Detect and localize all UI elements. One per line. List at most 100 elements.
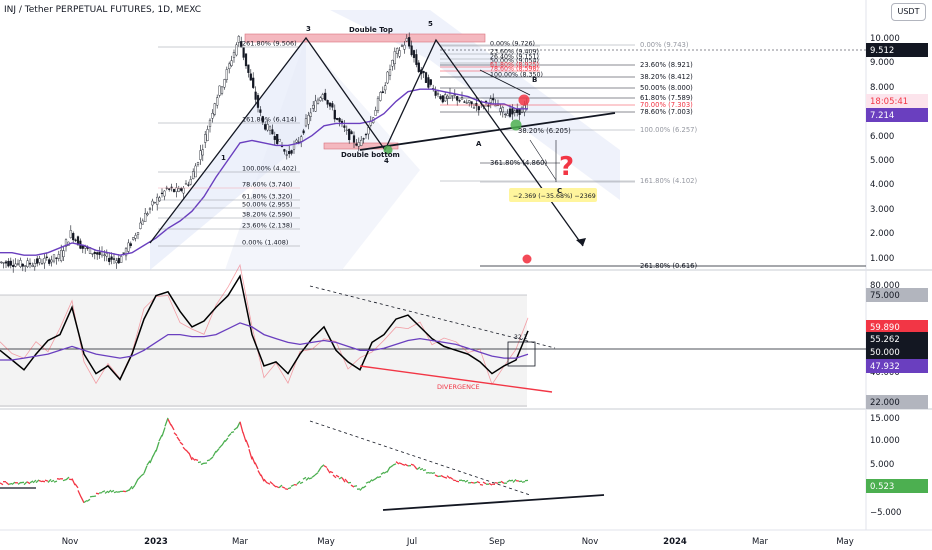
osc-segment [194, 458, 199, 462]
fib-right-label: 100.00% (6.257) [640, 126, 698, 134]
time-label: Jul [406, 537, 417, 547]
dashed-level-tag: 9.512 [870, 46, 894, 56]
candle-body [136, 232, 140, 235]
currency-selector[interactable]: USDT [891, 3, 926, 21]
fib-right-label: 261.80% (0.616) [640, 262, 698, 270]
wave-label-4: 4 [384, 157, 389, 165]
osc-segment [137, 475, 142, 480]
rsi-value-tag-bg [866, 320, 928, 334]
osc-segment [23, 481, 28, 486]
candle-body [417, 62, 420, 73]
candle-body [36, 258, 39, 264]
osc-segment [125, 489, 130, 493]
candle-body [52, 254, 56, 262]
osc-segment [371, 478, 376, 482]
candle-body [235, 44, 238, 56]
candle-body [441, 95, 444, 103]
candle-body [7, 260, 10, 267]
osc-segment [464, 479, 469, 483]
osc-value-tag-bg [866, 479, 928, 493]
osc-value-tag: 0.523 [870, 482, 894, 492]
candle-body [158, 197, 161, 202]
osc-segment [110, 489, 115, 493]
candle-body [156, 196, 159, 205]
candle-body [91, 253, 94, 255]
osc-segment [239, 421, 244, 434]
rsi-lower-tag-bg [866, 395, 928, 409]
candle-body [302, 130, 305, 134]
candle-body [316, 99, 320, 104]
bull-channel-fill [150, 38, 306, 270]
candle-body [160, 192, 164, 195]
osc-segment [167, 418, 172, 426]
osc-segment [410, 463, 415, 466]
osc-segment [140, 473, 145, 477]
osc-segment [134, 478, 139, 486]
osc-segment [83, 499, 88, 504]
question-mark: ? [559, 152, 574, 182]
candle-body [360, 139, 363, 146]
candle-body [110, 256, 113, 260]
osc-tick: 5.000 [870, 460, 894, 470]
osc-segment [398, 462, 403, 465]
candle-body [362, 138, 365, 140]
osc-segment [512, 478, 517, 483]
candle-body [312, 104, 315, 109]
channel-fills [0, 10, 620, 407]
osc-segment [149, 455, 154, 464]
candle-body [331, 103, 334, 108]
osc-segment [188, 452, 193, 461]
candle-body [19, 260, 22, 267]
osc-segment [179, 441, 184, 446]
time-label: 2024 [663, 537, 687, 547]
osc-segment [395, 461, 400, 465]
rsi-value-tag: 47.932 [870, 362, 900, 372]
candle-body [38, 258, 41, 263]
candle-body [105, 253, 108, 257]
osc-segment [74, 483, 79, 489]
osc-tick: 15.000 [870, 414, 900, 424]
osc-segment [89, 495, 94, 498]
time-label: Nov [582, 537, 599, 547]
osc-segment [176, 436, 181, 442]
candle-body [278, 138, 281, 142]
osc-support-line [382, 494, 605, 511]
candle-body [192, 171, 195, 179]
b-wave-line [479, 69, 531, 96]
candle-body [55, 257, 58, 259]
candle-body [506, 113, 509, 117]
fib-right-label: 38.20% (8.412) [640, 73, 693, 81]
candle-body [487, 104, 490, 107]
candle-body [218, 85, 221, 96]
fib-left-label: 61.80% (3.320) [242, 193, 293, 201]
candle-body [48, 259, 51, 264]
bullish-marker [383, 145, 393, 155]
candle-body [40, 263, 44, 265]
osc-segment [338, 476, 343, 480]
fib-right-label: 161.80% (4.102) [640, 177, 698, 185]
osc-segment [404, 463, 409, 467]
candle-body [45, 256, 48, 258]
candle-body [398, 50, 401, 57]
candle-body [475, 103, 478, 107]
candle-body [468, 100, 471, 103]
candle-body [324, 92, 327, 101]
candle-body [405, 38, 408, 42]
rsi-fast-line [0, 263, 529, 386]
price-tick: 1.000 [870, 254, 894, 264]
candle-body [333, 109, 336, 120]
osc-segment [0, 482, 4, 486]
candle-body [31, 265, 34, 267]
candle-body [117, 257, 120, 264]
osc-segment [143, 465, 148, 474]
osc-segment [32, 479, 37, 484]
candle-body [477, 106, 480, 111]
double-top-box [244, 33, 486, 43]
osc-segment [8, 482, 13, 485]
osc-segment [374, 476, 379, 480]
candle-body [386, 71, 389, 84]
candle-body [271, 129, 274, 135]
candle-body [57, 254, 60, 259]
osc-segment [95, 492, 100, 495]
